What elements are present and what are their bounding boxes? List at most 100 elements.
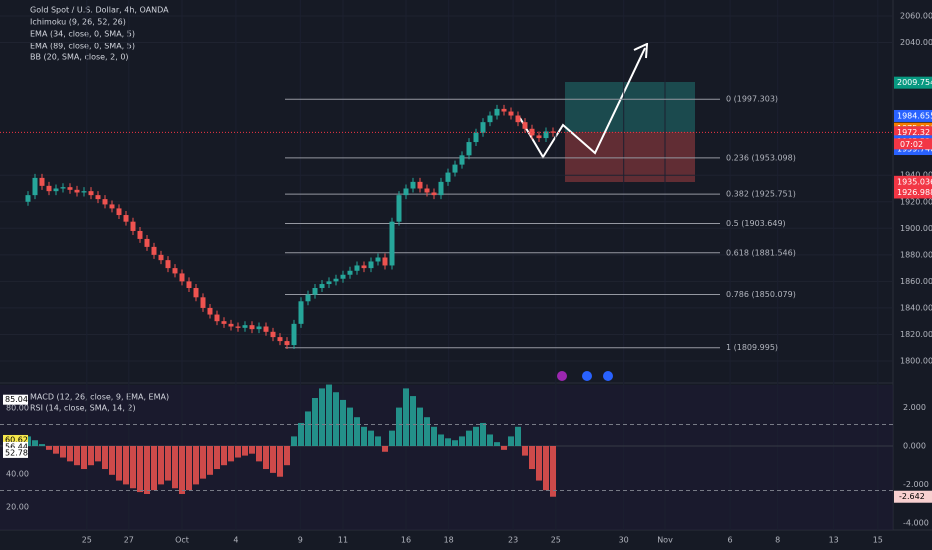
- candle-body: [312, 288, 318, 295]
- candle-body: [326, 281, 332, 285]
- candle-body: [39, 177, 45, 186]
- rsi-tick-label: 80.00: [6, 404, 29, 413]
- countdown: 07:02: [900, 140, 923, 149]
- macd-bar: [46, 446, 52, 450]
- y-tick-label: 1820.000: [900, 330, 932, 339]
- candle-body: [382, 257, 388, 266]
- candle-body: [375, 257, 381, 262]
- candle-body: [270, 331, 276, 338]
- candle-body: [144, 238, 150, 247]
- x-tick-label: Oct: [175, 536, 189, 545]
- macd-bar: [116, 446, 122, 481]
- macd-bar: [403, 388, 409, 446]
- macd-bar: [249, 446, 255, 454]
- macd-bar: [480, 422, 486, 446]
- macd-bar: [452, 440, 458, 446]
- x-tick-label: 11: [338, 536, 348, 545]
- macd-bar: [466, 430, 472, 446]
- candle-body: [193, 288, 199, 298]
- candle-body: [368, 261, 374, 269]
- rsi-tag-label: 56.44: [5, 442, 28, 451]
- macd-bar: [298, 422, 304, 446]
- x-tick-label: Nov: [657, 536, 673, 545]
- macd-bar: [144, 446, 150, 494]
- macd-bar: [228, 446, 234, 462]
- macd-bar: [81, 446, 87, 470]
- macd-bar: [487, 434, 493, 446]
- x-tick-label: 4: [233, 536, 238, 545]
- candle-body: [410, 181, 416, 189]
- candle-body: [403, 188, 409, 196]
- candle-body: [333, 278, 339, 282]
- rsi-tag: [3, 394, 28, 405]
- macd-bar: [123, 446, 129, 485]
- candle-body: [172, 268, 178, 274]
- macd-bar: [242, 446, 248, 456]
- candle-body: [487, 115, 493, 123]
- candle-body: [214, 314, 220, 322]
- macd-bar: [417, 407, 423, 446]
- x-tick-label: 27: [124, 536, 134, 545]
- macd-bar: [158, 446, 164, 485]
- macd-bar: [179, 446, 185, 494]
- event-icon[interactable]: [603, 371, 613, 381]
- macd-bar: [424, 417, 430, 446]
- macd-bar: [522, 446, 528, 456]
- x-tick-label: 9: [298, 536, 303, 545]
- event-icon[interactable]: [582, 371, 592, 381]
- price-tag: [894, 109, 932, 122]
- candle-body: [242, 325, 248, 328]
- candle-body: [445, 172, 451, 182]
- stop-zone: [565, 132, 695, 182]
- candle-body: [298, 301, 304, 324]
- rsi-tag-label: 60.62: [5, 435, 28, 444]
- fib-label: 0 (1997.303): [726, 95, 778, 104]
- indicator-label: BB (20, SMA, close, 2, 0): [30, 53, 129, 62]
- macd-bar: [389, 430, 395, 446]
- macd-tick-label: 2.000: [903, 403, 926, 412]
- rsi-tag: [3, 441, 28, 452]
- candle-body: [46, 185, 52, 192]
- macd-bar: [501, 446, 507, 450]
- candle-body: [438, 181, 444, 196]
- macd-bar: [319, 388, 325, 446]
- candle-body: [319, 284, 325, 289]
- macd-bar: [361, 426, 367, 446]
- macd-tag: [894, 490, 932, 503]
- candle-body: [389, 221, 395, 266]
- macd-bar: [396, 407, 402, 446]
- event-icon[interactable]: [557, 371, 567, 381]
- candle-body: [109, 204, 115, 209]
- macd-tick-label: 0.000: [903, 442, 926, 451]
- candle-body: [25, 195, 31, 202]
- rsi-tag: [3, 447, 28, 458]
- candle-body: [466, 142, 472, 156]
- macd-bar: [193, 446, 199, 485]
- x-tick-label: 30: [619, 536, 629, 545]
- y-tick-label: 2040.000: [900, 38, 932, 47]
- macd-bar: [151, 446, 157, 491]
- chart-title: Gold Spot / U.S. Dollar, 4h, OANDA: [30, 6, 169, 15]
- candle-body: [158, 254, 164, 261]
- projection-arrow: [633, 42, 649, 59]
- macd-bar: [109, 446, 115, 475]
- indicator-label: EMA (34, close, 0, SMA, 5): [30, 30, 135, 39]
- y-tick-label: 1860.000: [900, 277, 932, 286]
- candle-body: [249, 325, 255, 330]
- rsi-tag-label: 85.04: [5, 395, 28, 404]
- y-tick-label: 1840.000: [900, 303, 932, 312]
- macd-tag-label: -2.642: [899, 492, 925, 501]
- macd-bar: [291, 436, 297, 446]
- x-tick-label: 6: [728, 536, 733, 545]
- indicator-label: MACD (12, 26, close, 9, EMA, EMA): [30, 393, 169, 402]
- macd-bar: [347, 407, 353, 446]
- candle-body: [396, 195, 402, 222]
- macd-bar: [445, 438, 451, 446]
- y-tick-label: 1940.000: [900, 171, 932, 180]
- candle-body: [67, 187, 73, 190]
- x-tick-label: 23: [508, 536, 518, 545]
- candle-body: [130, 221, 136, 231]
- macd-bar: [305, 411, 311, 446]
- candle-body: [200, 297, 206, 308]
